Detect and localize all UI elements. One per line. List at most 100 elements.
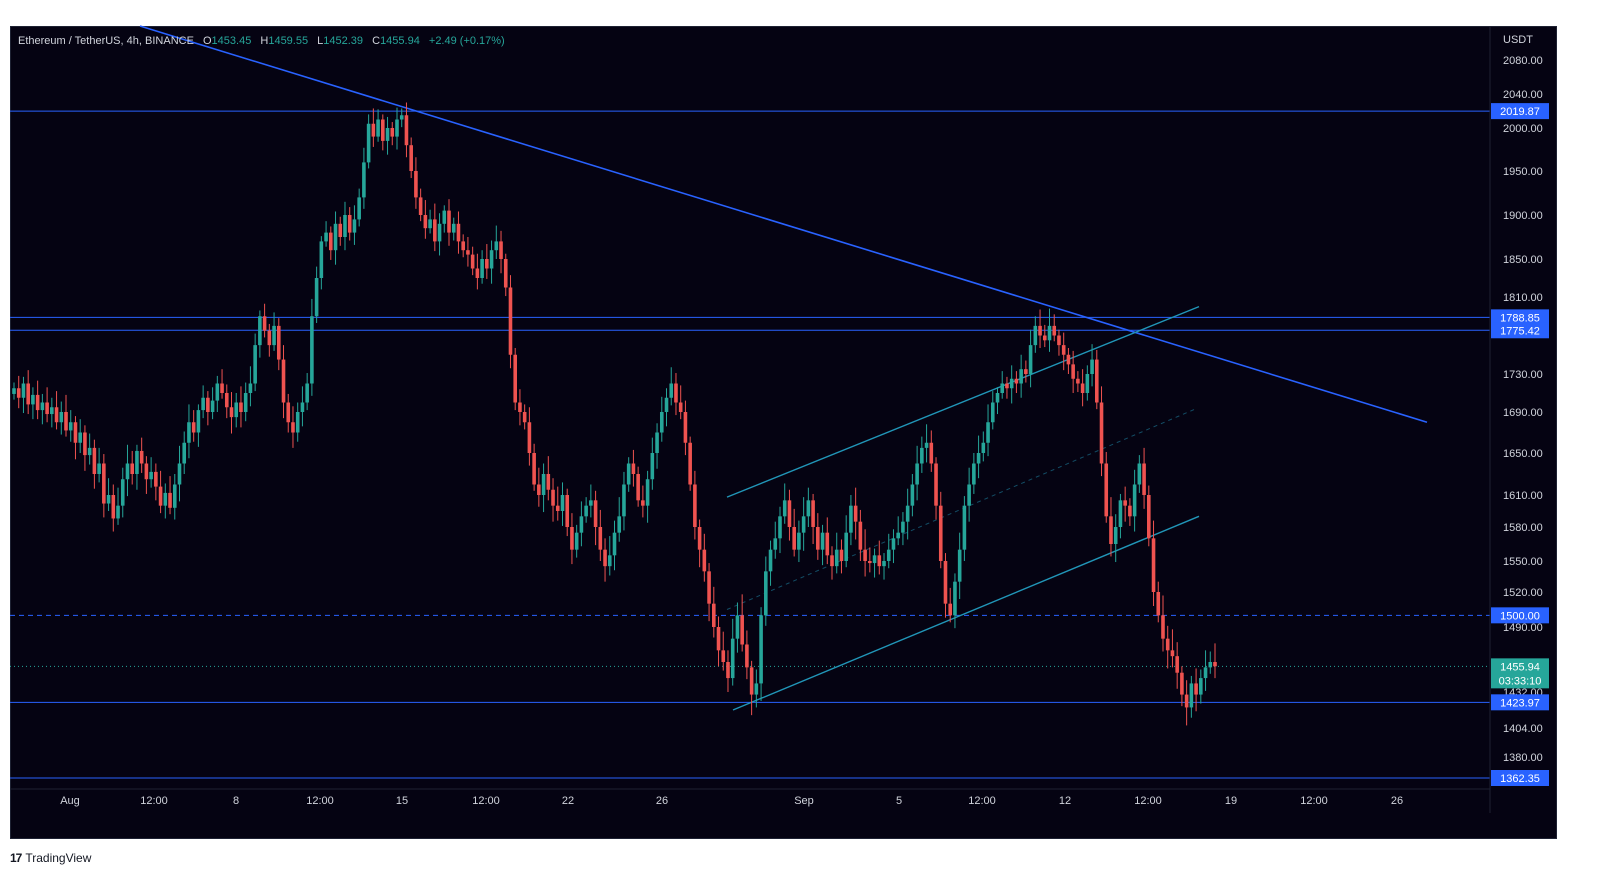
- candle-body: [187, 422, 191, 443]
- tradingview-logo-icon: 17: [10, 851, 22, 865]
- candle-body: [825, 532, 830, 556]
- candle-body: [645, 479, 650, 506]
- price-tag-label: 1362.35: [1500, 773, 1540, 785]
- candle-body: [986, 422, 990, 443]
- candle-body: [97, 463, 101, 474]
- candle-body: [1213, 662, 1217, 667]
- candle-body: [1180, 672, 1184, 695]
- candle-body: [584, 505, 588, 517]
- candle-body: [234, 402, 239, 418]
- candle-body: [1019, 369, 1023, 384]
- candle-body: [366, 123, 371, 163]
- candle-body: [1132, 484, 1137, 517]
- candle-body: [518, 402, 522, 412]
- price-tag-label: 1500.00: [1500, 610, 1540, 622]
- candle-body: [527, 422, 532, 453]
- candle-body: [929, 442, 934, 464]
- candle-body: [50, 407, 54, 415]
- countdown-label: 03:33:10: [1499, 675, 1542, 687]
- candle-body: [683, 412, 688, 443]
- brand-name: TradingView: [25, 851, 92, 865]
- candle-body: [428, 219, 432, 229]
- candle-body: [130, 463, 135, 474]
- candle-body: [957, 549, 962, 582]
- candle-body: [678, 402, 683, 412]
- price-tag-label: 1775.42: [1500, 325, 1540, 337]
- time-tick-label: 19: [1225, 795, 1237, 807]
- candle-body: [858, 521, 863, 550]
- candle-body: [158, 486, 163, 506]
- candle-body: [106, 495, 111, 504]
- chart-panel[interactable]: [10, 26, 1557, 839]
- candle-body: [31, 394, 35, 405]
- candle-body: [816, 527, 820, 550]
- candle-body: [1161, 615, 1165, 639]
- exchange-label: BINANCE: [145, 35, 194, 47]
- candle-body: [1137, 463, 1142, 485]
- candle-body: [541, 474, 546, 495]
- candle-body: [385, 128, 390, 141]
- last-price-tag-label: 1455.94: [1500, 661, 1540, 673]
- tradingview-brand[interactable]: 17 TradingView: [10, 851, 91, 865]
- chart-legend: Ethereum / TetherUS, 4h, BINANCE O1453.4…: [18, 35, 505, 47]
- candle-body: [806, 500, 811, 517]
- candle-body: [797, 532, 801, 550]
- time-tick-label: 8: [233, 795, 239, 807]
- candle-body: [1147, 495, 1151, 539]
- time-tick-label: 12:00: [306, 795, 334, 807]
- candle-body: [1052, 325, 1057, 336]
- time-tick-label: 12:00: [472, 795, 500, 807]
- price-tag-bg: [1491, 103, 1549, 120]
- price-tick-label: 1730.00: [1503, 369, 1543, 381]
- candle-body: [721, 650, 726, 662]
- candle-body: [154, 471, 158, 487]
- price-tick-label: 2040.00: [1503, 89, 1543, 101]
- candle-body: [352, 219, 357, 233]
- candle-body: [437, 223, 442, 242]
- candle-body: [262, 316, 267, 331]
- candle-body: [116, 505, 120, 519]
- candles: [12, 102, 1217, 726]
- candle-body: [674, 383, 678, 403]
- candle-body: [513, 354, 518, 403]
- channel-upper-line: [726, 305, 1200, 498]
- candle-body: [1128, 505, 1132, 517]
- candle-body: [830, 555, 834, 567]
- candle-body: [844, 532, 848, 561]
- candle-body: [617, 516, 622, 533]
- candle-body: [905, 505, 910, 522]
- candle-body: [286, 402, 291, 423]
- candle-body: [811, 500, 815, 527]
- high-label: H: [260, 35, 269, 47]
- candle-body: [1038, 325, 1042, 336]
- candle-body: [754, 683, 759, 695]
- candle-body: [78, 432, 82, 443]
- time-tick-label: Aug: [60, 795, 80, 807]
- time-tick-label: 26: [1391, 795, 1403, 807]
- candle-body: [73, 422, 78, 443]
- candle-body: [470, 254, 475, 269]
- candle-body: [820, 532, 825, 550]
- candle-body: [740, 615, 744, 645]
- candle-body: [357, 197, 361, 220]
- candle-body: [759, 615, 763, 684]
- candle-body: [546, 474, 551, 490]
- candle-body: [371, 123, 376, 137]
- candle-body: [1033, 325, 1038, 346]
- candle-body: [45, 402, 49, 415]
- open-label: O: [202, 35, 212, 47]
- candle-body: [1151, 538, 1156, 592]
- candle-body: [276, 325, 281, 360]
- channel-middle-line: [726, 408, 1196, 610]
- candle-body: [924, 442, 929, 448]
- price-tick-label: 1580.00: [1503, 522, 1543, 534]
- candle-body: [877, 555, 882, 567]
- candle-body: [423, 215, 428, 229]
- candle-body: [1113, 527, 1118, 544]
- candle-body: [863, 549, 867, 561]
- candle-body: [839, 549, 844, 561]
- candle-body: [565, 495, 570, 527]
- trendlines: [139, 25, 1428, 711]
